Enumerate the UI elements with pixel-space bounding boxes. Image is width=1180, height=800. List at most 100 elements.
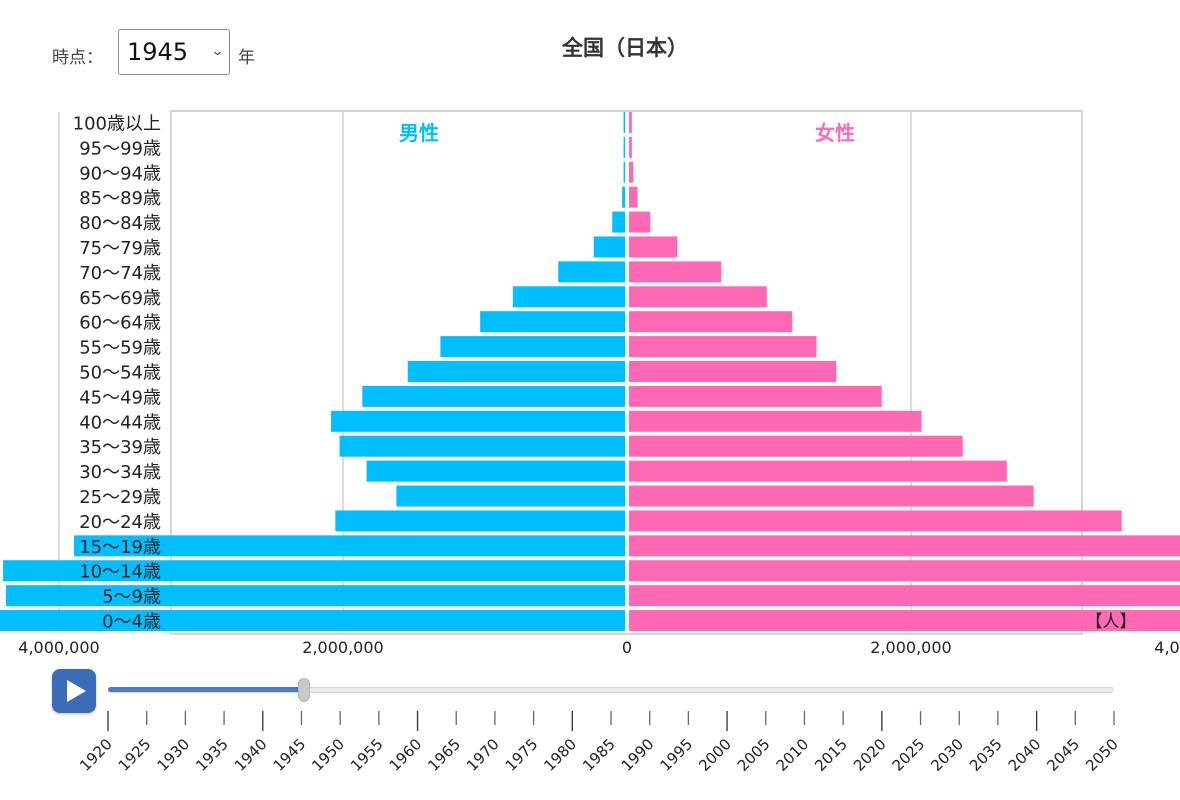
timeline-year-label: 1995 <box>656 735 696 775</box>
female-bar <box>629 311 793 333</box>
male-bar <box>593 236 625 258</box>
female-bar <box>629 510 1122 532</box>
chart-title: 全国（日本） <box>562 36 688 60</box>
age-group-label: 20～24歳 <box>79 512 161 533</box>
timeline-year-label: 1980 <box>540 735 580 775</box>
year-slider-thumb[interactable] <box>297 678 310 702</box>
chevron-down-icon: ⌄ <box>210 44 225 59</box>
x-tick-label: 4,000,000 <box>18 638 99 657</box>
age-group-label: 100歳以上 <box>73 113 161 134</box>
timeline-year-label: 1935 <box>192 735 232 775</box>
age-group-label: 25～29歳 <box>79 487 161 508</box>
female-bar <box>629 361 837 382</box>
male-bar <box>0 610 626 632</box>
timeline-year-label: 2050 <box>1082 735 1122 775</box>
timeline-year-label: 1940 <box>231 735 271 775</box>
female-series-label: 女性 <box>815 121 855 145</box>
x-tick-label: 2,000,000 <box>870 638 951 657</box>
male-bar <box>622 186 625 208</box>
age-group-label: 35～39歳 <box>79 437 161 458</box>
timeline-year-label: 2000 <box>695 735 735 775</box>
female-bar <box>629 286 767 308</box>
timeline-year-label: 1970 <box>463 735 503 775</box>
year-select[interactable]: 1945 ⌄ <box>118 29 230 75</box>
male-bar <box>623 161 626 183</box>
age-group-label: 45～49歳 <box>79 387 161 408</box>
female-bar <box>629 585 1180 607</box>
age-group-label: 15～19歳 <box>79 537 161 558</box>
play-icon <box>67 680 86 702</box>
timeline-year-label: 2045 <box>1043 735 1083 775</box>
female-bar <box>629 560 1180 582</box>
timeline-year-label: 1965 <box>424 735 464 775</box>
age-group-label: 40～44歳 <box>79 412 161 433</box>
x-tick-label: 0 <box>622 638 632 657</box>
female-bar <box>629 111 632 133</box>
female-bar <box>629 136 632 158</box>
timeline-year-label: 2005 <box>734 735 774 775</box>
timeline-year-label: 1920 <box>76 735 116 775</box>
play-button[interactable] <box>52 669 96 713</box>
female-bar <box>629 460 1007 482</box>
female-bar <box>629 385 882 407</box>
timeline-year-label: 2025 <box>889 735 929 775</box>
age-group-label: 95～99歳 <box>79 138 161 159</box>
year-suffix: 年 <box>238 48 255 68</box>
male-bar <box>407 361 625 382</box>
female-bar <box>629 435 963 457</box>
female-bar <box>629 211 651 233</box>
age-group-label: 90～94歳 <box>79 163 161 184</box>
timeline-year-label: 2015 <box>811 735 851 775</box>
timeline-year-label: 1975 <box>502 735 542 775</box>
male-bar <box>335 510 625 532</box>
age-group-label: 30～34歳 <box>79 462 161 483</box>
age-group-label: 5～9歳 <box>102 587 161 608</box>
age-group-label: 50～54歳 <box>79 363 161 384</box>
female-bar <box>629 535 1180 557</box>
age-group-label: 10～14歳 <box>79 562 161 583</box>
male-bar <box>440 336 625 358</box>
female-bar <box>629 485 1034 507</box>
male-bar <box>512 286 625 308</box>
male-bar <box>396 485 625 507</box>
female-bar <box>629 336 817 358</box>
female-bar <box>629 236 678 258</box>
timeline-year-label: 1950 <box>308 735 348 775</box>
age-group-label: 55～59歳 <box>79 338 161 359</box>
timeline-year-label: 2040 <box>1005 735 1045 775</box>
male-bar <box>3 560 626 582</box>
male-bar <box>339 435 625 457</box>
female-bar <box>629 161 634 183</box>
age-group-label: 65～69歳 <box>79 288 161 309</box>
timeline-year-label: 2020 <box>850 735 890 775</box>
male-bar <box>362 385 625 407</box>
x-tick-label: 4,000,000 <box>1154 638 1180 657</box>
male-series-label: 男性 <box>399 121 439 145</box>
male-bar <box>612 211 625 233</box>
timeline-year-label: 1930 <box>153 735 193 775</box>
age-group-label: 0～4歳 <box>102 612 161 633</box>
female-bar <box>629 186 638 208</box>
year-slider-fill <box>108 687 304 692</box>
female-bar <box>629 610 1180 632</box>
age-group-label: 60～64歳 <box>79 313 161 334</box>
male-bar <box>623 136 626 158</box>
x-tick-label: 2,000,000 <box>302 638 383 657</box>
timeline-year-label: 2035 <box>966 735 1006 775</box>
age-group-label: 85～89歳 <box>79 188 161 209</box>
male-bar <box>558 261 625 283</box>
timeline-year-label: 1925 <box>115 735 155 775</box>
male-bar <box>331 410 625 432</box>
time-label: 時点： <box>52 48 103 68</box>
timeline-year-label: 2010 <box>773 735 813 775</box>
age-group-label: 75～79歳 <box>79 238 161 259</box>
year-select-value: 1945 <box>127 38 189 66</box>
male-bar <box>74 535 626 557</box>
timeline-year-label: 1945 <box>270 735 310 775</box>
timeline-year-label: 2030 <box>927 735 967 775</box>
timeline-year-label: 1990 <box>618 735 658 775</box>
timeline-year-label: 1955 <box>347 735 387 775</box>
unit-label: 【人】 <box>1086 612 1137 632</box>
age-group-label: 80～84歳 <box>79 213 161 234</box>
male-bar <box>480 311 625 333</box>
